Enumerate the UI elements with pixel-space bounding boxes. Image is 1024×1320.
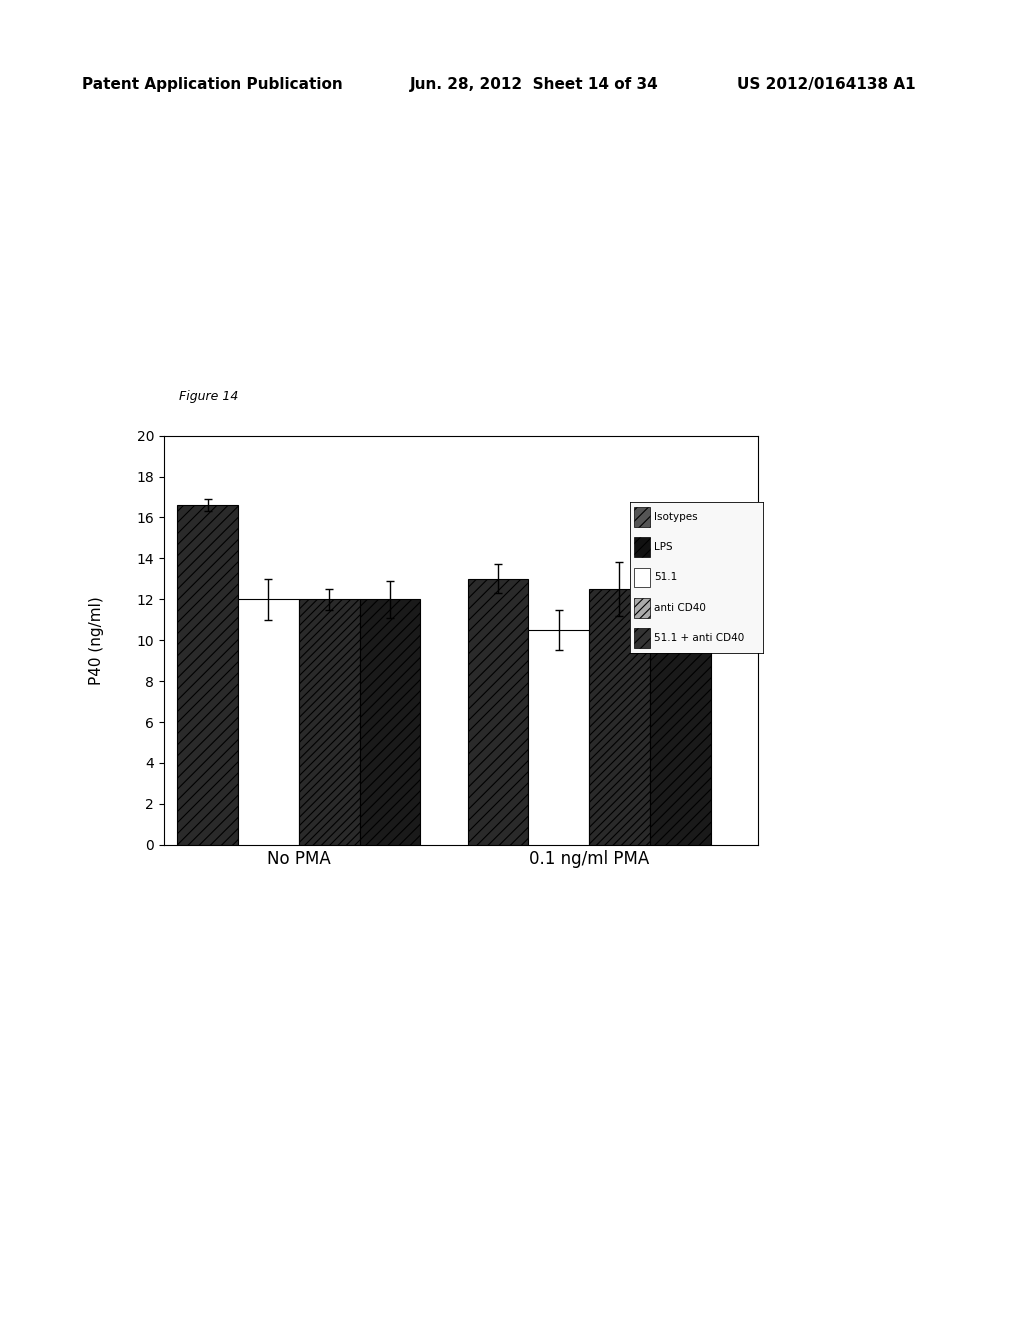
Text: LPS: LPS [653, 543, 673, 552]
Text: 51.1 + anti CD40: 51.1 + anti CD40 [653, 634, 744, 643]
Bar [634, 568, 649, 587]
Bar [634, 628, 649, 648]
Bar [634, 537, 649, 557]
Text: Jun. 28, 2012  Sheet 14 of 34: Jun. 28, 2012 Sheet 14 of 34 [410, 77, 658, 91]
Text: US 2012/0164138 A1: US 2012/0164138 A1 [737, 77, 915, 91]
Text: Patent Application Publication: Patent Application Publication [82, 77, 343, 91]
Bar [468, 579, 528, 845]
Text: Figure 14: Figure 14 [179, 389, 239, 403]
Bar [177, 506, 238, 845]
Bar [299, 599, 359, 845]
Y-axis label: P40 (ng/ml): P40 (ng/ml) [89, 595, 104, 685]
Bar [528, 630, 589, 845]
Bar [589, 589, 650, 845]
Text: Isotypes: Isotypes [653, 512, 697, 521]
Bar [359, 599, 420, 845]
Bar [634, 507, 649, 527]
Bar [238, 599, 299, 845]
Text: anti CD40: anti CD40 [653, 603, 706, 612]
Text: 51.1: 51.1 [653, 573, 677, 582]
Bar [634, 598, 649, 618]
Bar [650, 589, 711, 845]
